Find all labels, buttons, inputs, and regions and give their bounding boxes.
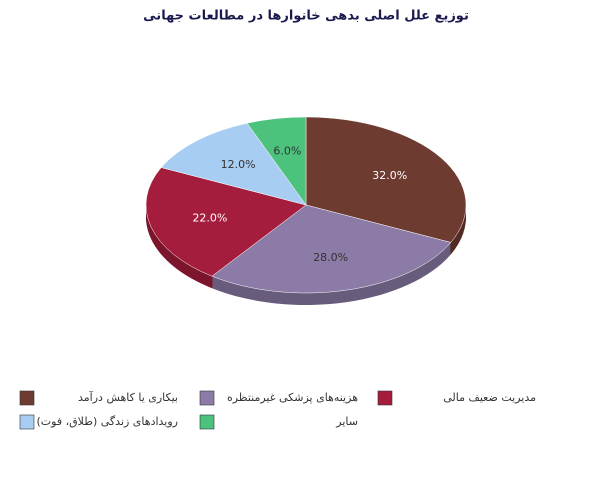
legend-label: بیکاری یا کاهش درآمد <box>78 390 178 404</box>
value-label: 28.0% <box>313 251 348 264</box>
pie-slice <box>246 116 307 206</box>
legend-swatch <box>199 414 215 430</box>
legend-label: مدیریت ضعیف مالی <box>443 391 536 404</box>
pie-slice <box>211 204 452 294</box>
value-label: 6.0% <box>273 144 301 157</box>
legend-swatch <box>199 390 215 406</box>
legend: بیکاری یا کاهش درآمد هزینه‌های پزشکی غیرم… <box>19 390 536 430</box>
value-label: 12.0% <box>221 158 256 171</box>
legend-swatch <box>377 390 393 406</box>
legend-label: هزینه‌های پزشکی غیرمنتظره <box>227 391 358 404</box>
legend-label: رویدادهای زندگی (طلاق، فوت) <box>36 415 178 428</box>
chart-title: توزیع علل اصلی بدهی خانوارها در مطالعات … <box>143 9 469 24</box>
value-label: 32.0% <box>372 169 407 182</box>
pie-slice <box>305 116 467 243</box>
pie-slice <box>160 122 307 206</box>
pie: 32.0% 28.0% 22.0% 12.0% 6.0% <box>145 116 467 305</box>
legend-swatch <box>19 414 35 430</box>
legend-swatch <box>19 390 35 406</box>
value-label: 22.0% <box>192 212 227 225</box>
legend-label: سایر <box>335 415 358 428</box>
